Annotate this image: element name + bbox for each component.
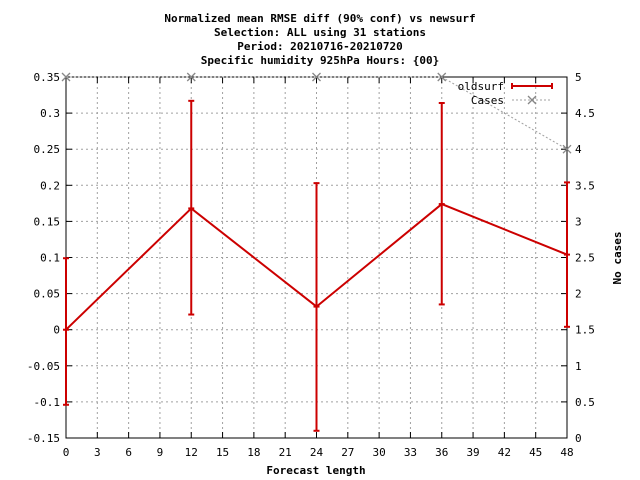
y-tick-label-3: 0 [53, 324, 60, 337]
y2-tick-label-8: 4 [575, 143, 582, 156]
y2-tick-label-3: 1.5 [575, 324, 595, 337]
cases-point-2 [312, 72, 321, 82]
oldsurf-errorbar-0 [63, 257, 69, 406]
x-axis: 0 3 6 9 12 15 18 21 24 27 30 33 36 39 42 45 48 [63, 77, 574, 459]
y-tick-label-4: 0.05 [34, 288, 61, 301]
y-tick-label-0: -0.15 [27, 432, 60, 445]
y-axis-right: 0 0.5 1 1.5 2 2.5 3 3.5 4 4.5 5 [561, 71, 595, 445]
x-tick-label-3: 9 [157, 446, 164, 459]
x-tick-label-15: 45 [529, 446, 542, 459]
x-tick-label-12: 36 [435, 446, 448, 459]
x-tick-label-0: 0 [63, 446, 70, 459]
y2-tick-label-0: 0 [575, 432, 582, 445]
y2-tick-label-6: 3 [575, 215, 582, 228]
x-tick-label-9: 27 [341, 446, 354, 459]
y2-tick-label-4: 2 [575, 288, 582, 301]
title-line-0: Normalized mean RMSE diff (90% conf) vs … [164, 12, 475, 25]
x-tick-label-1: 3 [94, 446, 101, 459]
x-tick-label-16: 48 [560, 446, 573, 459]
y2-tick-label-9: 4.5 [575, 107, 595, 120]
y2-tick-label-1: 0.5 [575, 396, 595, 409]
legend-marker-cases [527, 95, 537, 105]
y-tick-label-7: 0.2 [40, 179, 60, 192]
y-tick-label-1: -0.1 [34, 396, 61, 409]
x-tick-label-5: 15 [216, 446, 229, 459]
title-line-3: Specific humidity 925hPa Hours: {00} [201, 54, 439, 67]
y-tick-label-9: 0.3 [40, 107, 60, 120]
x-tick-label-4: 12 [185, 446, 198, 459]
y2-axis-label: No cases [611, 232, 624, 285]
legend-label-cases: Cases [471, 94, 504, 107]
x-tick-label-13: 39 [466, 446, 479, 459]
x-tick-label-2: 6 [125, 446, 132, 459]
series-cases [61, 72, 572, 154]
y2-tick-label-5: 2.5 [575, 252, 595, 265]
x-tick-label-7: 21 [279, 446, 292, 459]
x-tick-label-11: 33 [404, 446, 417, 459]
y-tick-label-5: 0.1 [40, 252, 60, 265]
x-tick-label-6: 18 [247, 446, 260, 459]
y-tick-label-2: -0.05 [27, 360, 60, 373]
title-line-1: Selection: ALL using 31 stations [214, 26, 426, 39]
y-tick-label-8: 0.25 [34, 143, 61, 156]
x-tick-label-10: 30 [373, 446, 386, 459]
series-oldsurf [63, 99, 570, 432]
legend-label-oldsurf: oldsurf [458, 80, 504, 93]
title-line-2: Period: 20210716-20210720 [237, 40, 403, 53]
cases-point-1 [186, 72, 196, 82]
y-axis-left: -0.15 -0.1 -0.05 0 0.05 0.1 0.15 0.2 0.25 0.3 0.35 [27, 71, 72, 445]
cases-point-3 [437, 72, 447, 82]
x-tick-label-8: 24 [310, 446, 324, 459]
y2-tick-label-7: 3.5 [575, 179, 595, 192]
x-tick-label-14: 42 [498, 446, 511, 459]
chart-title: Normalized mean RMSE diff (90% conf) vs … [164, 12, 475, 67]
y-tick-label-6: 0.15 [34, 215, 61, 228]
x-axis-label: Forecast length [266, 464, 365, 477]
cases-point-4 [562, 144, 572, 154]
y-tick-label-10: 0.35 [34, 71, 61, 84]
y2-tick-label-10: 5 [575, 71, 582, 84]
y2-tick-label-2: 1 [575, 360, 582, 373]
cases-point-0 [61, 72, 71, 82]
